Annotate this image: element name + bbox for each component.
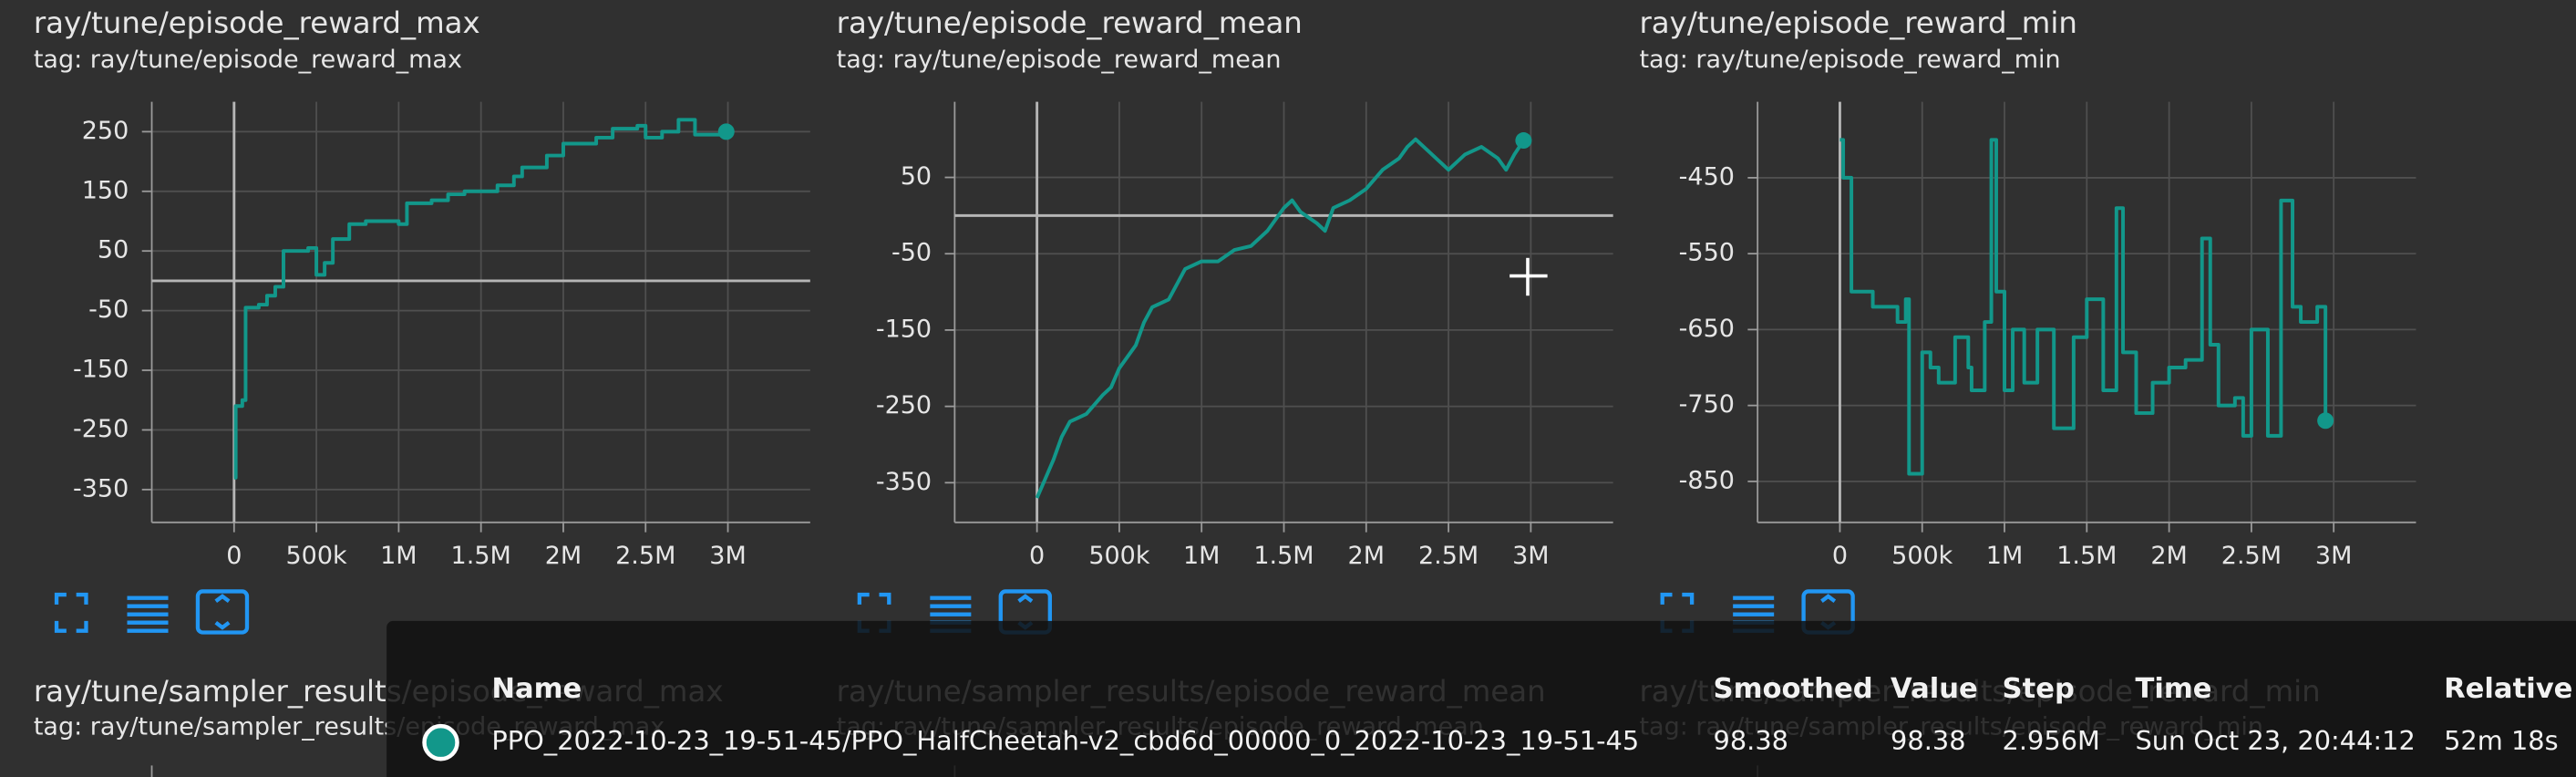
y-tick-label: -250: [876, 391, 932, 420]
x-tick-label: 1M: [1986, 542, 2023, 570]
column-header: Smoothed: [1714, 673, 1873, 705]
chart-tag: tag: ray/tune/episode_reward_max: [34, 46, 462, 74]
y-tick-label: -50: [891, 239, 932, 267]
y-tick-label: 50: [98, 236, 129, 264]
x-tick-label: 500k: [286, 542, 348, 570]
y-tick-label: -250: [73, 415, 129, 443]
y-tick-label: -50: [88, 295, 129, 324]
x-tick-label: 1.5M: [1253, 542, 1314, 570]
cell: 98.38: [1714, 725, 1788, 756]
y-tick-label: -550: [1679, 239, 1735, 267]
crosshair: [1510, 257, 1548, 296]
chart-panel: ray/tune/episode_reward_max tag: ray/tune…: [34, 5, 810, 570]
x-tick-label: 500k: [1891, 542, 1953, 570]
series-line: [1839, 138, 2328, 476]
x-tick-label: 3M: [709, 542, 746, 570]
y-tick-label: -850: [1679, 466, 1735, 494]
series-line: [1035, 137, 1526, 499]
chart-tag: tag: ray/tune/episode_reward_mean: [837, 46, 1282, 74]
chart-toolbars: [54, 589, 1855, 635]
charts: ray/tune/episode_reward_max tag: ray/tune…: [34, 5, 2416, 570]
x-tick-label: 1.5M: [2056, 542, 2117, 570]
column-header: Name: [491, 673, 582, 705]
y-tick-label: 50: [901, 162, 932, 191]
y-tick-label: -450: [1679, 162, 1735, 191]
x-tick-label: 3M: [1512, 542, 1549, 570]
chart-panel: ray/tune/episode_reward_mean tag: ray/tun…: [837, 5, 1613, 570]
last-point: [2317, 412, 2334, 430]
chart-panel: ray/tune/episode_reward_min tag: ray/tune…: [1639, 5, 2416, 570]
x-tick-label: 0: [1029, 542, 1045, 570]
chart-title: ray/tune/episode_reward_min: [1639, 5, 2076, 40]
x-tick-label: 2M: [1348, 542, 1385, 570]
y-tick-label: -150: [73, 356, 129, 384]
cell: 52m 18s: [2444, 725, 2559, 756]
x-tick-label: 500k: [1088, 542, 1150, 570]
x-tick-label: 2M: [545, 542, 582, 570]
y-tick-label: -350: [876, 468, 932, 496]
cell: Sun Oct 23, 20:44:12: [2135, 725, 2415, 756]
column-header: Step: [2003, 673, 2075, 705]
column-header: Relative: [2444, 673, 2572, 705]
x-tick-label: 2M: [2150, 542, 2187, 570]
y-tick-label: -150: [876, 315, 932, 343]
chart-title: ray/tune/episode_reward_max: [34, 5, 480, 40]
x-tick-label: 1M: [380, 542, 417, 570]
x-tick-label: 2.5M: [2221, 542, 2282, 570]
y-tick-label: -350: [73, 474, 129, 502]
tooltip-background: [386, 620, 2576, 777]
cell: PPO_2022-10-23_19-51-45/PPO_HalfCheetah-…: [491, 725, 1639, 756]
run-swatch: [422, 723, 459, 761]
toolbar[interactable]: [54, 589, 250, 635]
series-line: [233, 118, 728, 480]
y-tick-label: -750: [1679, 390, 1735, 419]
last-point: [1515, 132, 1532, 150]
y-tick-label: 150: [82, 176, 129, 204]
x-tick-label: 1M: [1183, 542, 1220, 570]
column-header: Time: [2135, 673, 2211, 705]
chart-title: ray/tune/episode_reward_mean: [837, 5, 1303, 40]
x-tick-label: 2.5M: [615, 542, 675, 570]
tooltip: Name Smoothed Value Step Time Relative PPO_202…: [386, 620, 2576, 777]
x-tick-label: 0: [1832, 542, 1848, 570]
x-tick-label: 3M: [2315, 542, 2352, 570]
cell: 2.956M: [2003, 725, 2100, 756]
last-point: [717, 123, 735, 140]
x-tick-label: 2.5M: [1418, 542, 1479, 570]
chart-tag: tag: ray/tune/episode_reward_min: [1639, 46, 2060, 74]
cell: 98.38: [1891, 725, 1965, 756]
x-tick-label: 0: [226, 542, 242, 570]
column-header: Value: [1891, 673, 1978, 705]
y-tick-label: -650: [1679, 315, 1735, 343]
y-tick-label: 250: [82, 117, 129, 145]
x-tick-label: 1.5M: [451, 542, 511, 570]
